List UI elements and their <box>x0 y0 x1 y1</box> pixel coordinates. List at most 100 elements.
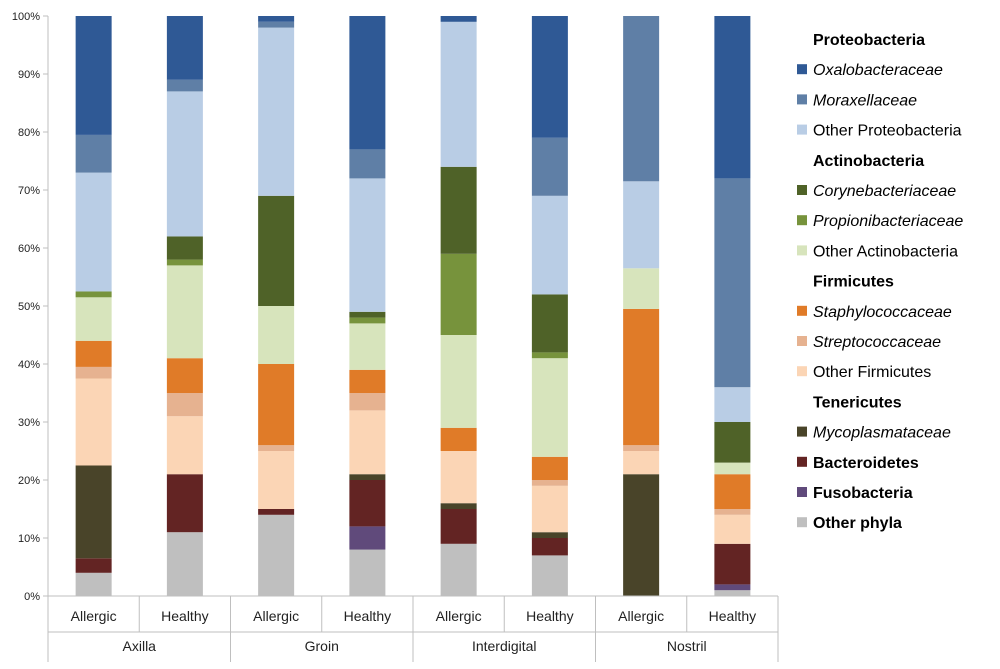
bar-segment <box>531 538 568 556</box>
bars <box>75 16 751 596</box>
bar-segment <box>258 27 295 196</box>
bar-segment <box>166 532 203 596</box>
legend-swatch <box>797 64 807 75</box>
bar-segment <box>714 584 751 591</box>
bar-segment <box>440 253 477 335</box>
bar-segment <box>75 16 112 135</box>
bar-segment <box>531 485 568 533</box>
bar-segment <box>623 181 660 269</box>
bar-segment <box>258 451 295 509</box>
bar-segment <box>349 317 386 324</box>
bar-segment <box>531 456 568 480</box>
bar-segment <box>349 149 386 179</box>
bar-segment <box>714 387 751 422</box>
bar-segment <box>440 427 477 451</box>
legend-swatch <box>797 517 807 528</box>
bar-segment <box>440 509 477 544</box>
bar-segment <box>75 378 112 466</box>
legend: Proteobacteria Oxalobacteraceae Moraxellac… <box>797 32 963 532</box>
bar-segment <box>531 358 568 457</box>
bar-segment <box>531 137 568 196</box>
legend-swatch <box>797 366 807 377</box>
x-group-label: Groin <box>305 638 339 654</box>
bar-segment <box>166 474 203 533</box>
y-tick-label: 80% <box>18 127 40 139</box>
legend-swatch <box>797 456 807 467</box>
bar-segment <box>75 134 112 173</box>
bar-segment <box>166 236 203 260</box>
bar-segment <box>75 340 112 367</box>
bar-segment <box>714 422 751 463</box>
legend-item-label: Propionibacteriaceae <box>813 213 963 230</box>
bar-segment <box>349 323 386 370</box>
legend-item-label: Other Actinobacteria <box>813 243 958 260</box>
x-group-label: Axilla <box>123 638 157 654</box>
x-category-label: Healthy <box>526 608 573 624</box>
bar-segment <box>440 335 477 428</box>
y-tick-label: 70% <box>18 185 40 197</box>
bar-segment <box>166 91 203 237</box>
bar-segment <box>166 16 203 80</box>
legend-swatch <box>797 245 807 256</box>
legend-swatch <box>797 336 807 346</box>
bar-segment <box>349 480 386 527</box>
bar-segment <box>75 172 112 292</box>
x-category-label: Healthy <box>709 608 756 624</box>
bar-segment <box>258 514 295 596</box>
bar-segment <box>166 358 203 393</box>
x-category-label: Allergic <box>436 608 482 624</box>
legend-swatch <box>797 124 807 135</box>
bar-segment <box>349 410 386 475</box>
x-category-label: Allergic <box>253 608 299 624</box>
x-group-label: Nostril <box>667 638 707 654</box>
bar-segment <box>349 393 386 411</box>
bar-segment <box>440 451 477 504</box>
bar-segment <box>714 462 751 475</box>
legend-item-label: Staphylococcaceae <box>813 304 952 321</box>
y-tick-label: 50% <box>18 301 40 313</box>
bar-segment <box>75 465 112 559</box>
bar-segment <box>531 16 568 138</box>
y-axis: 0% 10% 20% 30% 40% 50% 60% 70% 80% 90% 100% <box>12 11 49 603</box>
legend-group-header: Fusobacteria <box>813 485 913 502</box>
y-tick-label: 90% <box>18 69 40 81</box>
legend-group-header: Proteobacteria <box>813 32 925 49</box>
legend-item-label: Streptococcaceae <box>813 334 941 351</box>
bar-segment <box>349 311 386 318</box>
legend-item-label: Other Firmicutes <box>813 364 931 381</box>
bar-segment <box>440 543 477 596</box>
bar-segment <box>75 366 112 379</box>
x-category-label: Healthy <box>161 608 208 624</box>
bar-segment <box>714 514 751 544</box>
y-tick-label: 20% <box>18 475 40 487</box>
legend-group-header: Other phyla <box>813 515 902 532</box>
bar-segment <box>349 549 386 596</box>
bar-segment <box>623 474 660 596</box>
bar-segment <box>75 291 112 298</box>
bar-segment <box>258 16 295 22</box>
bar-segment <box>531 195 568 295</box>
bar-segment <box>75 572 112 596</box>
y-tick-label: 0% <box>24 591 40 603</box>
legend-item-label: Corynebacteriaceae <box>813 183 956 200</box>
bar-segment <box>714 509 751 515</box>
bar-segment <box>714 474 751 509</box>
legend-swatch <box>797 305 807 316</box>
x-category-label: Allergic <box>71 608 117 624</box>
bar-segment <box>714 16 751 179</box>
bar-segment <box>623 308 660 446</box>
bar-segment <box>714 178 751 388</box>
y-tick-label: 60% <box>18 243 40 255</box>
bar-segment <box>531 352 568 359</box>
x-category-label: Healthy <box>344 608 391 624</box>
bar-segment <box>623 451 660 475</box>
bar-segment <box>714 543 751 585</box>
legend-group-header: Firmicutes <box>813 274 894 291</box>
y-tick-label: 10% <box>18 533 40 545</box>
bar-segment <box>258 21 295 28</box>
bar-segment <box>349 178 386 312</box>
legend-swatch <box>797 94 807 105</box>
bar-segment <box>531 555 568 596</box>
bar-segment <box>623 268 660 309</box>
